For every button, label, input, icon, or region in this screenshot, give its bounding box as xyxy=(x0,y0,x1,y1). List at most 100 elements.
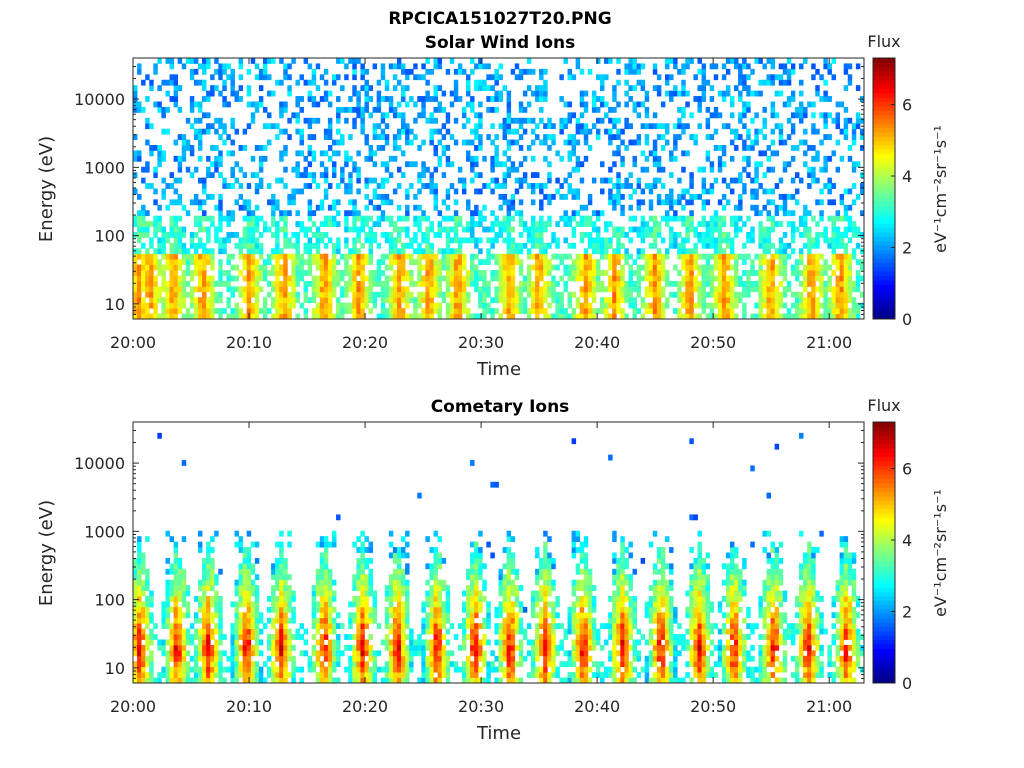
heatmap-cell xyxy=(206,58,211,64)
heatmap-cell xyxy=(262,155,268,162)
heatmap-cell xyxy=(620,242,625,249)
heatmap-cell xyxy=(279,280,284,287)
heatmap-cell xyxy=(230,166,235,173)
heatmap-cell xyxy=(189,623,195,630)
heatmap-cell xyxy=(843,68,849,75)
heatmap-cell xyxy=(782,204,788,211)
heatmap-cell xyxy=(742,145,747,151)
heatmap-cell xyxy=(250,634,256,640)
heatmap-cell xyxy=(372,177,378,184)
heatmap-cell xyxy=(380,297,386,304)
heatmap-cell xyxy=(502,280,508,287)
heatmap-cell xyxy=(713,63,719,70)
heatmap-cell xyxy=(827,308,832,314)
heatmap-cell xyxy=(547,270,552,276)
heatmap-cell xyxy=(652,155,658,162)
heatmap-cell xyxy=(620,128,625,135)
heatmap-cell xyxy=(729,253,735,260)
heatmap-cell xyxy=(218,248,223,255)
heatmap-cell xyxy=(689,286,694,293)
heatmap-cell xyxy=(246,291,252,298)
heatmap-cell xyxy=(287,596,292,602)
heatmap-cell xyxy=(624,177,629,184)
heatmap-cell xyxy=(392,134,398,140)
heatmap-cell xyxy=(530,172,536,179)
heatmap-cell xyxy=(177,248,183,255)
heatmap-cell xyxy=(665,302,670,309)
heatmap-cell xyxy=(498,253,503,260)
heatmap-cell xyxy=(193,264,199,271)
heatmap-cell xyxy=(218,617,223,624)
heatmap-cell xyxy=(364,139,369,146)
heatmap-cell xyxy=(287,644,292,651)
heatmap-cell xyxy=(835,313,841,320)
heatmap-cell xyxy=(315,242,321,249)
heatmap-cell xyxy=(368,199,373,206)
heatmap-cell xyxy=(640,63,646,70)
heatmap-cell xyxy=(587,221,593,227)
heatmap-cell xyxy=(807,291,812,298)
heatmap-cell xyxy=(725,199,731,206)
heatmap-cell xyxy=(482,297,487,304)
heatmap-cell xyxy=(234,275,239,282)
heatmap-cell xyxy=(376,134,382,140)
heatmap-cell xyxy=(323,286,329,293)
heatmap-cell xyxy=(855,270,861,276)
heatmap-cell xyxy=(254,606,260,613)
heatmap-cell xyxy=(323,79,329,86)
heatmap-cell xyxy=(502,177,508,184)
heatmap-cell xyxy=(652,139,658,146)
heatmap-cell xyxy=(206,617,211,624)
heatmap-cell xyxy=(352,221,357,227)
heatmap-cell xyxy=(348,199,353,206)
heatmap-cell xyxy=(413,101,418,108)
heatmap-cell xyxy=(275,644,280,651)
heatmap-cell xyxy=(141,221,146,227)
heatmap-cell xyxy=(299,188,304,195)
heatmap-cell xyxy=(689,308,694,314)
heatmap-cell xyxy=(535,264,540,271)
heatmap-cell xyxy=(226,183,231,189)
heatmap-cell xyxy=(202,634,207,640)
heatmap-cell xyxy=(356,237,361,244)
heatmap-cell xyxy=(177,590,183,597)
heatmap-cell xyxy=(506,172,512,179)
heatmap-cell xyxy=(522,106,528,113)
colorbar-segment xyxy=(873,97,895,102)
heatmap-cell xyxy=(799,232,804,238)
heatmap-cell xyxy=(567,139,572,146)
heatmap-cell xyxy=(234,313,239,320)
heatmap-cell xyxy=(697,291,702,298)
heatmap-cell xyxy=(466,204,471,211)
heatmap-cell xyxy=(758,79,763,86)
heatmap-cell xyxy=(210,275,215,282)
heatmap-cell xyxy=(380,270,386,276)
heatmap-cell xyxy=(510,291,516,298)
heatmap-cell xyxy=(360,63,365,70)
heatmap-cell xyxy=(498,232,503,238)
heatmap-cell xyxy=(283,280,288,287)
heatmap-cell xyxy=(466,85,471,92)
heatmap-cell xyxy=(559,123,564,130)
heatmap-cell xyxy=(250,601,256,608)
heatmap-cell xyxy=(794,112,800,119)
heatmap-cell xyxy=(161,270,166,276)
heatmap-cell xyxy=(319,199,325,206)
heatmap-cell xyxy=(214,655,219,662)
heatmap-cell xyxy=(133,677,138,684)
heatmap-cell xyxy=(141,226,146,233)
heatmap-cell xyxy=(311,666,317,673)
heatmap-cell xyxy=(535,308,540,314)
heatmap-cell xyxy=(181,568,187,575)
heatmap-cell xyxy=(307,237,313,244)
heatmap-cell xyxy=(348,96,353,102)
heatmap-cell xyxy=(851,123,857,130)
heatmap-cell xyxy=(644,183,650,189)
heatmap-cell xyxy=(774,221,780,227)
heatmap-cell xyxy=(746,215,751,222)
heatmap-cell xyxy=(514,117,520,124)
x-axis-label-solar-wind: Time xyxy=(476,359,521,380)
heatmap-cell xyxy=(169,596,175,602)
heatmap-cell xyxy=(153,226,158,233)
